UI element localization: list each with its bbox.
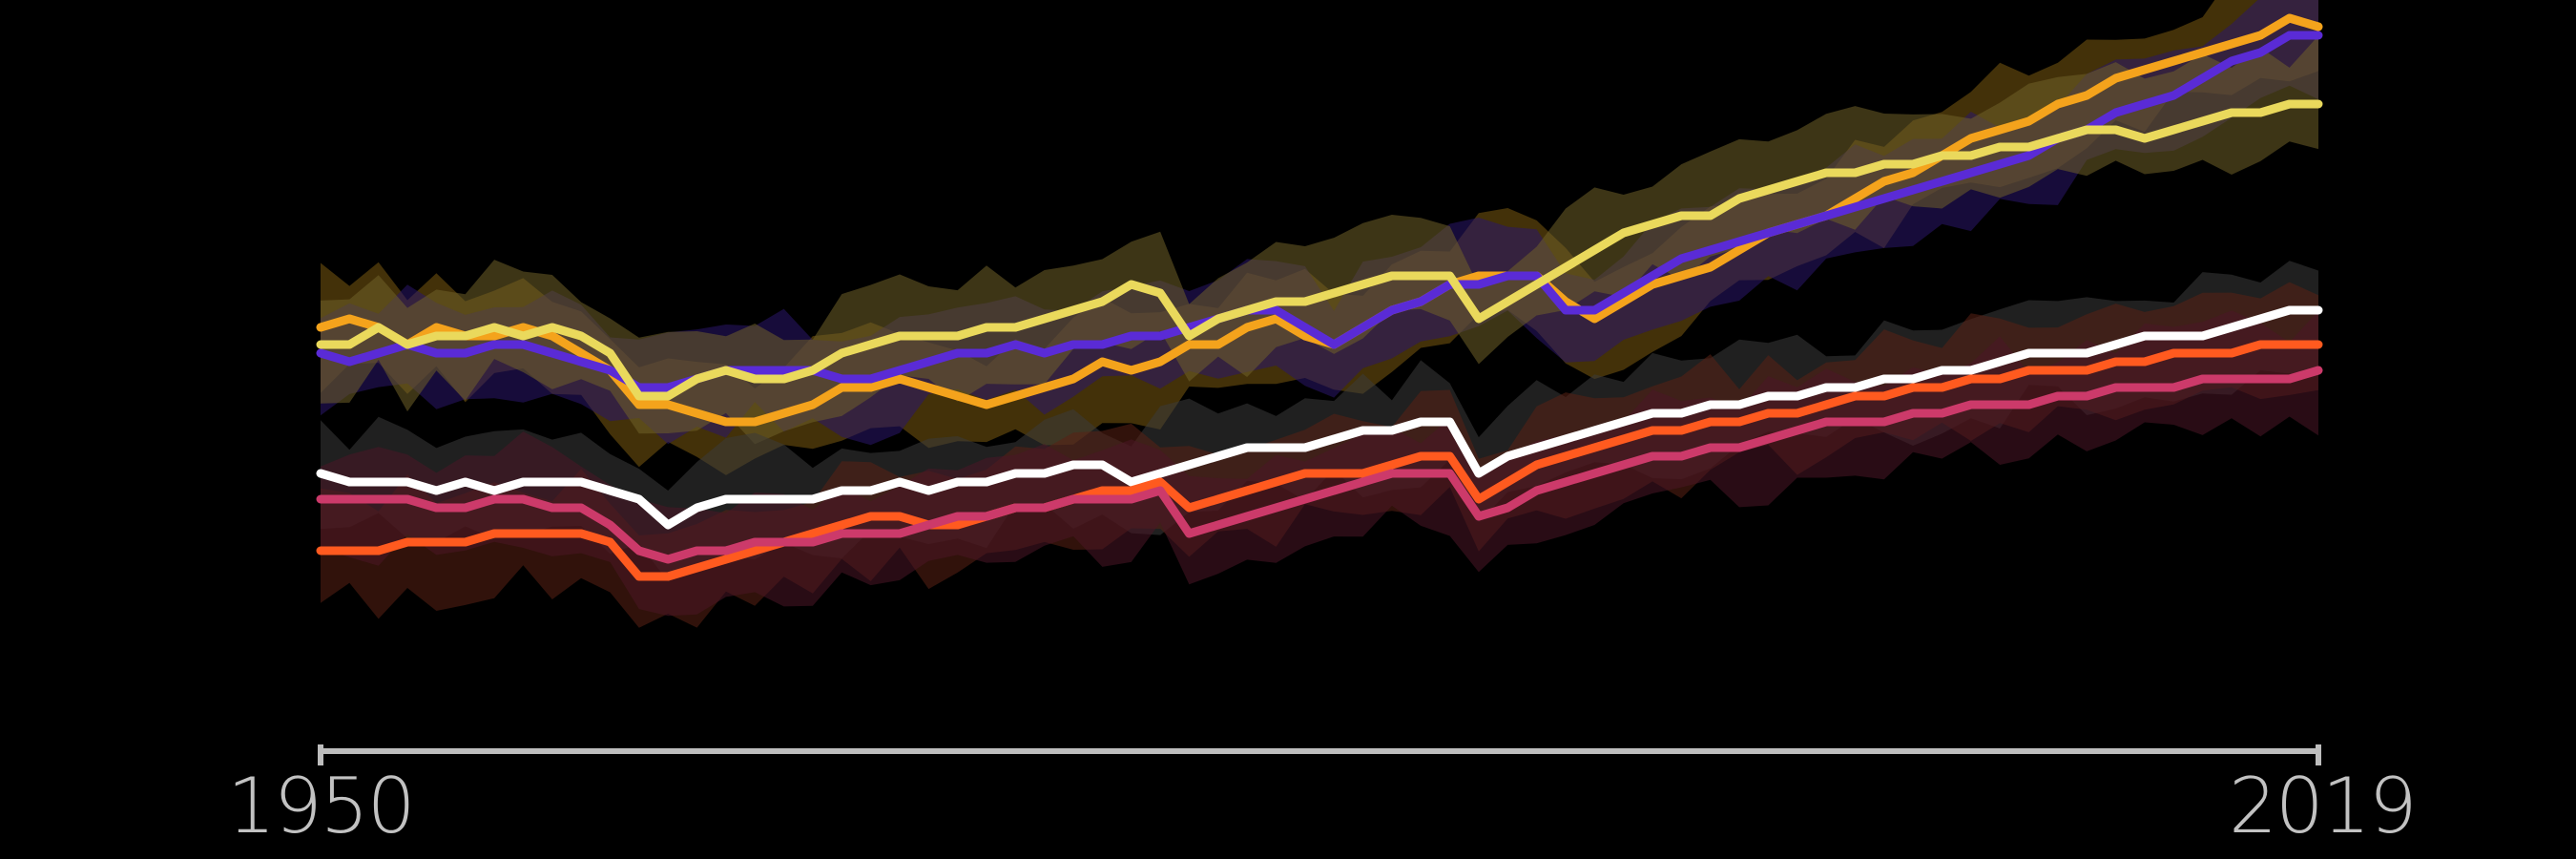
series-3-line — [316, 99, 2323, 401]
series-2-line — [316, 31, 2323, 392]
series-4-line — [316, 305, 2323, 530]
series-5-line — [316, 340, 2323, 581]
x-tick-label-end: 2019 — [2229, 762, 2418, 850]
series-6-line — [316, 366, 2323, 564]
x-tick-label-start: 1950 — [227, 762, 416, 850]
series-lines — [316, 13, 2323, 581]
x-axis — [318, 744, 2321, 765]
series-2-band — [321, 0, 2318, 446]
series-3-band — [321, 35, 2318, 445]
